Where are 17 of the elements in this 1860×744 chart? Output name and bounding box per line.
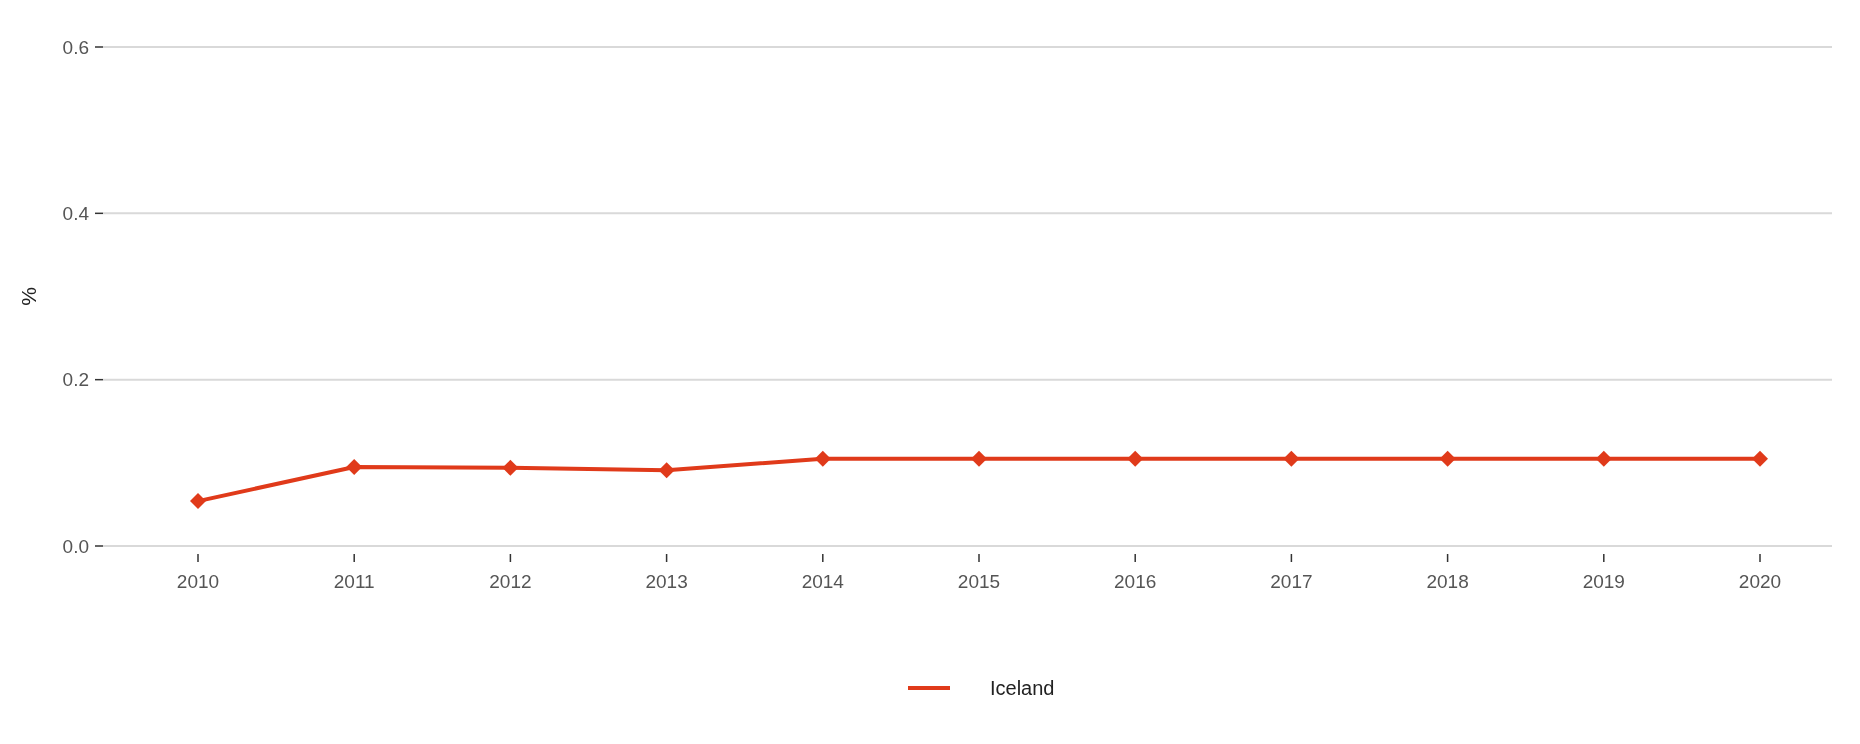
y-axis-title: %	[17, 287, 40, 306]
x-tick-label: 2011	[333, 571, 375, 592]
x-tick-label: 2020	[1738, 571, 1782, 592]
x-tick-label: 2015	[957, 571, 1001, 592]
x-tick-label: 2010	[176, 571, 220, 592]
y-tick-label: 0.6	[62, 36, 89, 58]
x-tick-label: 2018	[1426, 571, 1469, 592]
legend-label: Iceland	[990, 677, 1055, 699]
x-tick-label: 2012	[489, 571, 532, 592]
y-tick-label: 0.0	[62, 535, 89, 557]
y-tick-label: 0.4	[62, 202, 90, 224]
x-tick-label: 2017	[1270, 571, 1313, 592]
x-tick-label: 2016	[1114, 571, 1157, 592]
x-tick-label: 2019	[1582, 571, 1625, 592]
x-tick-label: 2013	[645, 571, 688, 592]
x-tick-label: 2014	[801, 571, 845, 592]
y-tick-label: 0.2	[62, 369, 89, 391]
